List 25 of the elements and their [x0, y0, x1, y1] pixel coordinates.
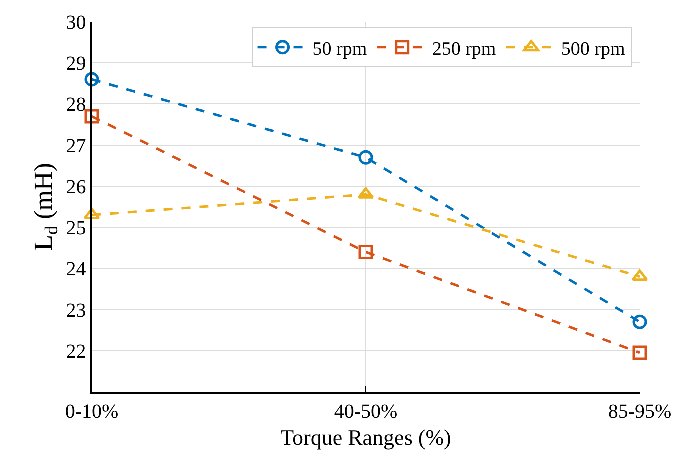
point: [632, 314, 648, 330]
y-tick-label: 24: [66, 258, 86, 281]
point: [84, 208, 100, 220]
point: [358, 244, 374, 260]
y-tick-label: 22: [66, 340, 86, 363]
x-tick-label: 85-95%: [608, 400, 672, 423]
x-tick-label: 40-50%: [334, 400, 398, 423]
y-tick-label: 30: [66, 12, 86, 34]
y-tick-label: 28: [66, 94, 86, 116]
legend-label: 50 rpm: [312, 38, 368, 60]
legend-label: 500 rpm: [561, 38, 626, 60]
point: [84, 72, 100, 87]
y-tick-label: 29: [66, 53, 86, 76]
y-tick-label: 26: [66, 176, 86, 198]
x-axis-title: Torque Ranges (%): [280, 425, 452, 450]
legend-label: 250 rpm: [432, 38, 496, 60]
point: [358, 150, 374, 165]
x-tick-label: 0-10%: [65, 400, 119, 423]
y-tick-label: 25: [66, 218, 86, 240]
point: [632, 346, 648, 360]
point: [632, 270, 648, 282]
point: [358, 187, 374, 199]
y-tick-label: 23: [66, 300, 86, 322]
y-tick-label: 27: [66, 135, 86, 158]
point: [84, 109, 100, 124]
